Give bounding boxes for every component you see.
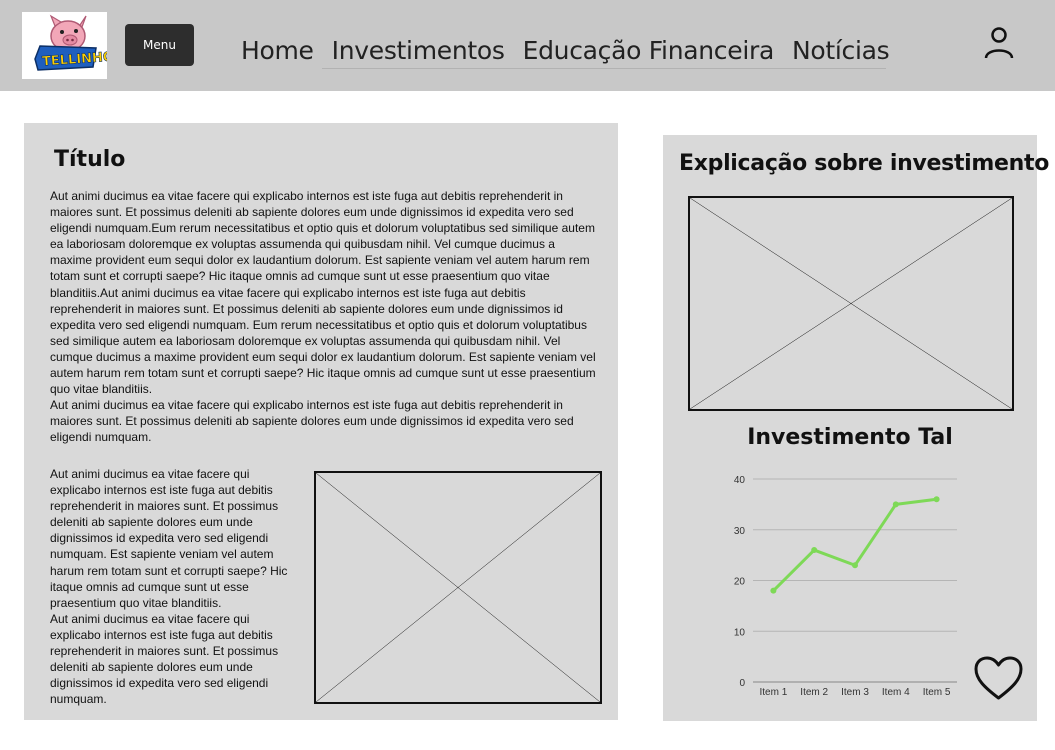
article-image-placeholder: [314, 471, 602, 704]
nav-divider: [322, 68, 886, 69]
sidebar-image-placeholder: [688, 196, 1014, 411]
x-tick-label: Item 1: [760, 687, 788, 698]
article-body: Aut animi ducimus ea vitae facere qui ex…: [50, 188, 598, 446]
y-tick-label: 30: [734, 526, 746, 537]
image-placeholder-icon: [690, 198, 1012, 409]
article-title: Título: [54, 147, 126, 172]
data-point: [933, 496, 940, 503]
y-tick-label: 20: [734, 577, 746, 588]
data-point: [770, 587, 777, 594]
main-nav: Home Investimentos Educação Financeira N…: [232, 28, 898, 72]
investment-sidebar: Explicação sobre investimento Investimen…: [663, 135, 1049, 721]
pig-logo-icon: TELLINHO: [34, 14, 115, 71]
article-paragraph: Aut animi ducimus ea vitae facere qui ex…: [50, 398, 574, 445]
menu-button[interactable]: Menu: [125, 24, 194, 66]
x-tick-label: Item 4: [882, 687, 910, 698]
article-side-text: Aut animi ducimus ea vitae facere qui ex…: [50, 466, 295, 707]
y-tick-label: 40: [734, 475, 746, 486]
heart-icon[interactable]: [974, 655, 1023, 703]
side-paragraph: Aut animi ducimus ea vitae facere qui ex…: [50, 611, 279, 707]
nav-home[interactable]: Home: [241, 35, 314, 65]
logo[interactable]: TELLINHO: [22, 12, 115, 79]
series-line: [772, 497, 937, 592]
article-panel: Título Aut animi ducimus ea vitae facere…: [24, 123, 618, 720]
top-header: TELLINHO Menu Home Investimentos Educaçã…: [0, 0, 1055, 91]
sidebar-title: Explicação sobre investimento: [679, 151, 1050, 176]
y-tick-label: 10: [734, 627, 746, 638]
data-point: [811, 547, 818, 554]
image-placeholder-icon: [316, 473, 600, 702]
x-tick-label: Item 5: [923, 687, 951, 698]
nav-noticias[interactable]: Notícias: [791, 35, 890, 65]
data-point: [852, 562, 858, 569]
article-paragraph: Aut animi ducimus ea vitae facere qui ex…: [50, 189, 596, 397]
investment-line-chart: 0 10 20 30 40 Item 1 Item 2 Item 3 Item 4 Item 5: [734, 475, 957, 698]
x-tick-label: Item 3: [841, 687, 869, 698]
logo-text: TELLINHO: [42, 50, 107, 70]
y-tick-label: 0: [739, 678, 745, 689]
x-tick-label: Item 2: [800, 687, 828, 698]
chart-title: Investimento Tal: [747, 425, 953, 450]
user-icon[interactable]: [983, 26, 1015, 60]
side-paragraph: Aut animi ducimus ea vitae facere qui ex…: [50, 467, 288, 610]
data-point: [892, 501, 899, 508]
nav-educacao-financeira[interactable]: Educação Financeira: [522, 35, 775, 65]
nav-investimentos[interactable]: Investimentos: [331, 35, 505, 65]
